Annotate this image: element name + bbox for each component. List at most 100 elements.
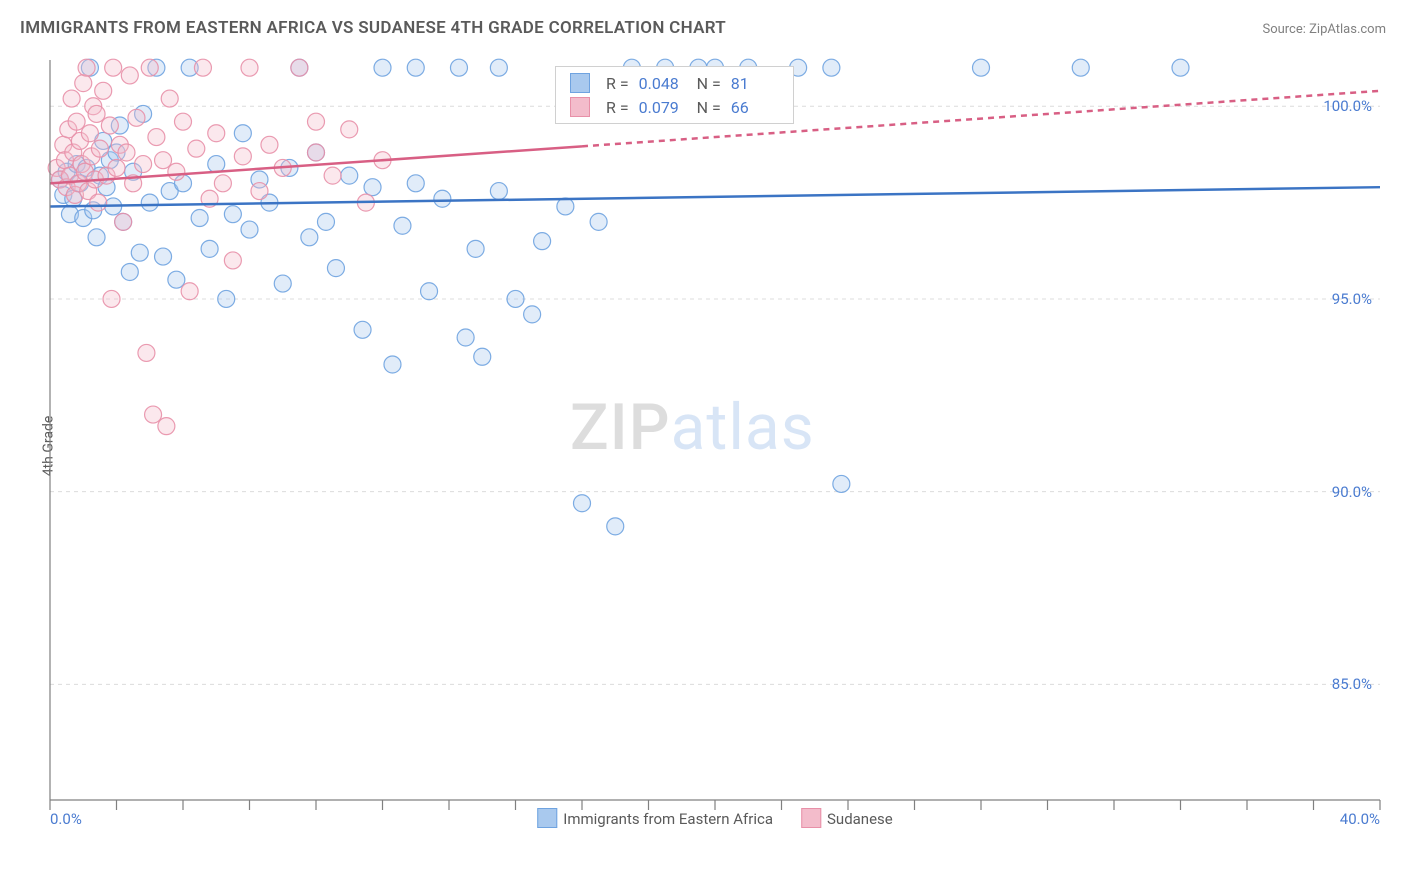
scatter-point (507, 290, 524, 307)
scatter-point (148, 129, 165, 146)
r-label: R = (606, 98, 629, 117)
scatter-point (135, 156, 152, 173)
scatter-point (168, 163, 185, 180)
scatter-point (234, 148, 251, 165)
scatter-point (91, 140, 108, 157)
scatter-point (590, 213, 607, 230)
scatter-point (457, 329, 474, 346)
scatter-point (158, 418, 175, 435)
r-value: 0.079 (639, 98, 687, 117)
scatter-point (224, 206, 241, 223)
scatter-point (354, 321, 371, 338)
scatter-point (327, 260, 344, 277)
scatter-point (251, 183, 268, 200)
r-value: 0.048 (639, 74, 687, 93)
scatter-point (490, 59, 507, 76)
scatter-point (201, 240, 218, 257)
n-label: N = (697, 98, 721, 117)
scatter-point (88, 229, 105, 246)
y-tick-label: 85.0% (1332, 675, 1372, 693)
scatter-point (218, 290, 235, 307)
scatter-point (261, 136, 278, 153)
trendline (50, 187, 1380, 206)
scatter-point (121, 263, 138, 280)
scatter-point (68, 113, 85, 130)
scatter-point (384, 356, 401, 373)
scatter-point (101, 117, 118, 134)
scatter-point (168, 271, 185, 288)
scatter-point (145, 406, 162, 423)
scatter-point (317, 213, 334, 230)
scatter-point (1072, 59, 1089, 76)
scatter-point (188, 140, 205, 157)
scatter-point (534, 233, 551, 250)
scatter-point (155, 248, 172, 265)
legend-item: Immigrants from Eastern Africa (537, 808, 773, 828)
scatter-point (421, 283, 438, 300)
legend-swatch (570, 97, 590, 117)
scatter-point (88, 105, 105, 122)
scatter-point (118, 144, 135, 161)
scatter-point (194, 59, 211, 76)
legend-label: Sudanese (827, 810, 893, 828)
scatter-point (241, 59, 258, 76)
scatter-point (394, 217, 411, 234)
scatter-point (208, 156, 225, 173)
x-tick-label: 40.0% (1340, 810, 1380, 828)
n-value: 81 (731, 74, 779, 93)
scatter-point (407, 175, 424, 192)
n-value: 66 (731, 98, 779, 117)
scatter-point (121, 67, 138, 84)
scatter-point (524, 306, 541, 323)
scatter-point (181, 283, 198, 300)
scatter-point (407, 59, 424, 76)
scatter-point (557, 198, 574, 215)
scatter-point (95, 82, 112, 99)
stats-row: R = 0.079 N = 66 (556, 95, 793, 119)
scatter-point (78, 59, 95, 76)
scatter-point (108, 159, 125, 176)
scatter-point (474, 348, 491, 365)
scatter-point (341, 121, 358, 138)
y-tick-label: 90.0% (1332, 483, 1372, 501)
source-attribution: Source: ZipAtlas.com (1262, 22, 1386, 37)
scatter-point (833, 475, 850, 492)
scatter-point (214, 175, 231, 192)
r-label: R = (606, 74, 629, 93)
legend-swatch (801, 808, 821, 828)
scatter-point (241, 221, 258, 238)
scatter-point (63, 90, 80, 107)
scatter-point (103, 290, 120, 307)
stats-legend-box: R = 0.048 N = 81 R = 0.079 N = 66 (555, 66, 794, 124)
scatter-point (234, 125, 251, 142)
scatter-point (291, 59, 308, 76)
chart-svg (50, 60, 1380, 830)
scatter-point (490, 183, 507, 200)
scatter-point (308, 144, 325, 161)
chart-title: IMMIGRANTS FROM EASTERN AFRICA VS SUDANE… (20, 18, 726, 38)
stats-row: R =0.048N =81 (556, 71, 793, 95)
scatter-point (138, 344, 155, 361)
scatter-point (90, 194, 107, 211)
scatter-point (141, 194, 158, 211)
scatter-point (105, 59, 122, 76)
scatter-point (131, 244, 148, 261)
scatter-point (175, 113, 192, 130)
scatter-point (274, 275, 291, 292)
y-tick-label: 100.0% (1323, 97, 1372, 115)
scatter-point (434, 190, 451, 207)
scatter-point (141, 59, 158, 76)
scatter-point (574, 495, 591, 512)
scatter-point (324, 167, 341, 184)
scatter-point (128, 109, 145, 126)
scatter-point (308, 113, 325, 130)
scatter-point (301, 229, 318, 246)
scatter-point (467, 240, 484, 257)
legend-swatch (570, 73, 590, 93)
scatter-point (1172, 59, 1189, 76)
legend-swatch (537, 808, 557, 828)
scatter-point (161, 90, 178, 107)
y-tick-label: 95.0% (1332, 290, 1372, 308)
scatter-point (450, 59, 467, 76)
scatter-point (208, 125, 225, 142)
